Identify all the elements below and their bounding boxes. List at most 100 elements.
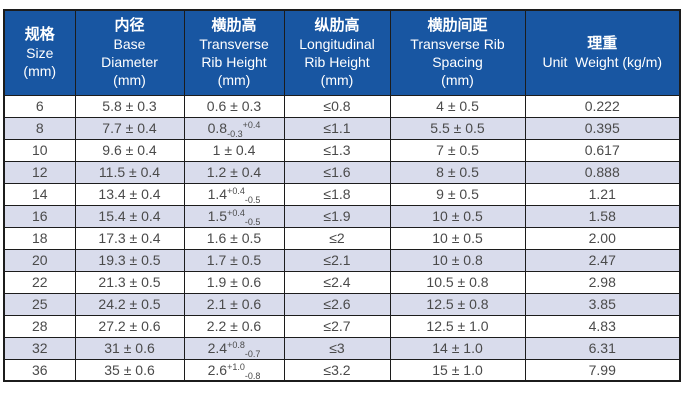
cell-unit_weight: 3.85: [524, 292, 681, 316]
table-body: 6 5.8 ± 0.3 0.6 ± 0.3 ≤0.8 4 ± 0.5 0.222 8 7.7 …: [3, 94, 681, 382]
tolerance-base-value: 1.5: [207, 208, 228, 224]
column-header-base_diameter: 内径 Base Diameter (mm): [74, 9, 185, 96]
cell-transverse_rib_height: 0.6 ± 0.3: [183, 94, 285, 118]
cell-base_diameter: 27.2 ± 0.6: [74, 314, 185, 338]
cell-longitudinal_rib_height: ≤1.1: [283, 116, 391, 140]
cell-size: 20: [3, 248, 76, 272]
column-header-unit_weight: 理重 Unit Weight (kg/m): [524, 9, 681, 96]
header-en-line: Size: [26, 45, 54, 62]
header-zh-label: 纵肋高: [314, 17, 360, 35]
cell-unit_weight: 2.00: [524, 226, 681, 250]
cell-rib_spacing: 5.5 ± 0.5: [389, 116, 526, 140]
cell-unit_weight: 0.617: [524, 138, 681, 162]
cell-size: 18: [3, 226, 76, 250]
cell-size: 25: [3, 292, 76, 316]
header-en-line: (mm): [23, 63, 57, 80]
table-row-size-14: 14 13.4 ± 0.4 1.4+0.4-0.5 ≤1.8 9 ± 0.5 1.21: [3, 182, 681, 206]
table-row-size-32: 32 31 ± 0.6 2.4+0.8-0.7 ≤3 14 ± 1.0 6.31: [3, 336, 681, 360]
table-header: 规格 Size (mm) 内径 Base Diameter (mm) 横肋高 Transvers…: [3, 9, 681, 96]
table-row-size-36: 36 35 ± 0.6 2.6+1.0-0.8 ≤3.2 15 ± 1.0 7.99: [3, 358, 681, 382]
cell-base_diameter: 19.3 ± 0.5: [74, 248, 185, 272]
header-en-line: Rib Height: [304, 54, 370, 71]
cell-longitudinal_rib_height: ≤2.7: [283, 314, 391, 338]
header-en-line: Rib Height: [201, 54, 267, 71]
cell-unit_weight: 4.83: [524, 314, 681, 338]
cell-longitudinal_rib_height: ≤2.6: [283, 292, 391, 316]
column-header-size: 规格 Size (mm): [3, 9, 76, 96]
tolerance-base-value: 1.4: [207, 186, 228, 202]
cell-unit_weight: 2.98: [524, 270, 681, 294]
header-zh-label: 横肋高: [211, 17, 257, 35]
cell-rib_spacing: 10 ± 0.5: [389, 204, 526, 228]
cell-rib_spacing: 8 ± 0.5: [389, 160, 526, 184]
cell-base_diameter: 7.7 ± 0.4: [74, 116, 185, 140]
cell-longitudinal_rib_height: ≤3: [283, 336, 391, 360]
header-row: 规格 Size (mm) 内径 Base Diameter (mm) 横肋高 Transvers…: [3, 9, 681, 96]
cell-unit_weight: 1.58: [524, 204, 681, 228]
cell-longitudinal_rib_height: ≤2: [283, 226, 391, 250]
cell-transverse_rib_height: 2.1 ± 0.6: [183, 292, 285, 316]
cell-transverse_rib_height: 1.2 ± 0.4: [183, 160, 285, 184]
cell-rib_spacing: 12.5 ± 1.0: [389, 314, 526, 338]
cell-size: 12: [3, 160, 76, 184]
tolerance-lower-limit: -0.7: [244, 349, 261, 359]
cell-base_diameter: 5.8 ± 0.3: [74, 94, 185, 118]
cell-base_diameter: 35 ± 0.6: [74, 358, 185, 382]
tolerance-upper-limit: +0.8: [227, 340, 245, 350]
cell-base_diameter: 17.3 ± 0.4: [74, 226, 185, 250]
cell-rib_spacing: 10.5 ± 0.8: [389, 270, 526, 294]
tolerance-lower-limit: -0.8: [244, 370, 261, 381]
header-zh-label: 内径: [114, 17, 145, 35]
table-row-size-16: 16 15.4 ± 0.4 1.5+0.4-0.5 ≤1.9 10 ± 0.5 1.58: [3, 204, 681, 228]
cell-unit_weight: 6.31: [524, 336, 681, 360]
cell-rib_spacing: 10 ± 0.5: [389, 226, 526, 250]
cell-unit_weight: 0.888: [524, 160, 681, 184]
table-row-size-28: 28 27.2 ± 0.6 2.2 ± 0.6 ≤2.7 12.5 ± 1.0 4.83: [3, 314, 681, 338]
tolerance-base-value: 2.6: [207, 361, 228, 378]
tolerance-upper-limit: +0.4: [227, 186, 245, 196]
table-row-size-12: 12 11.5 ± 0.4 1.2 ± 0.4 ≤1.6 8 ± 0.5 0.888: [3, 160, 681, 184]
column-header-longitudinal_rib_height: 纵肋高 Longitudinal Rib Height (mm): [283, 9, 391, 96]
cell-rib_spacing: 7 ± 0.5: [389, 138, 526, 162]
cell-base_diameter: 21.3 ± 0.5: [74, 270, 185, 294]
cell-size: 28: [3, 314, 76, 338]
column-header-rib_spacing: 横肋间距 Transverse Rib Spacing (mm): [389, 9, 526, 96]
cell-transverse_rib_height: 2.4+0.8-0.7: [183, 336, 285, 360]
cell-transverse_rib_height: 1.9 ± 0.6: [183, 270, 285, 294]
cell-base_diameter: 15.4 ± 0.4: [74, 204, 185, 228]
tolerance-base-value: 0.8: [207, 120, 228, 136]
cell-longitudinal_rib_height: ≤0.8: [283, 94, 391, 118]
cell-longitudinal_rib_height: ≤3.2: [283, 358, 391, 382]
rebar-spec-table: 规格 Size (mm) 内径 Base Diameter (mm) 横肋高 Transvers…: [3, 9, 681, 382]
tolerance-base-value: 2.4: [207, 340, 228, 356]
cell-size: 32: [3, 336, 76, 360]
cell-transverse_rib_height: 1.6 ± 0.5: [183, 226, 285, 250]
cell-size: 8: [3, 116, 76, 140]
cell-unit_weight: 1.21: [524, 182, 681, 206]
cell-transverse_rib_height: 2.6+1.0-0.8: [183, 358, 285, 382]
header-en-line: Transverse: [199, 36, 269, 53]
cell-size: 36: [3, 358, 76, 382]
table-row-size-8: 8 7.7 ± 0.4 0.8-0.3+0.4 ≤1.1 5.5 ± 0.5 0.395: [3, 116, 681, 140]
cell-size: 10: [3, 138, 76, 162]
column-header-transverse_rib_height: 横肋高 Transverse Rib Height (mm): [183, 9, 285, 96]
table-row-size-6: 6 5.8 ± 0.3 0.6 ± 0.3 ≤0.8 4 ± 0.5 0.222: [3, 94, 681, 118]
header-en-line: (mm): [113, 72, 146, 89]
cell-longitudinal_rib_height: ≤2.4: [283, 270, 391, 294]
cell-rib_spacing: 12.5 ± 0.8: [389, 292, 526, 316]
cell-transverse_rib_height: 1.4+0.4-0.5: [183, 182, 285, 206]
table-row-size-10: 10 9.6 ± 0.4 1 ± 0.4 ≤1.3 7 ± 0.5 0.617: [3, 138, 681, 162]
cell-transverse_rib_height: 1.5+0.4-0.5: [183, 204, 285, 228]
cell-unit_weight: 2.47: [524, 248, 681, 272]
cell-size: 6: [3, 94, 76, 118]
cell-longitudinal_rib_height: ≤2.1: [283, 248, 391, 272]
header-en-line: Spacing: [432, 54, 483, 71]
tolerance-upper-limit: +0.4: [227, 208, 245, 218]
table-row-size-18: 18 17.3 ± 0.4 1.6 ± 0.5 ≤2 10 ± 0.5 2.00: [3, 226, 681, 250]
header-zh-label: 理重: [587, 35, 618, 53]
cell-longitudinal_rib_height: ≤1.3: [283, 138, 391, 162]
header-en-line: Diameter: [101, 54, 158, 71]
header-en-line: Longitudinal: [299, 36, 375, 53]
cell-base_diameter: 13.4 ± 0.4: [74, 182, 185, 206]
cell-unit_weight: 7.99: [524, 358, 681, 382]
